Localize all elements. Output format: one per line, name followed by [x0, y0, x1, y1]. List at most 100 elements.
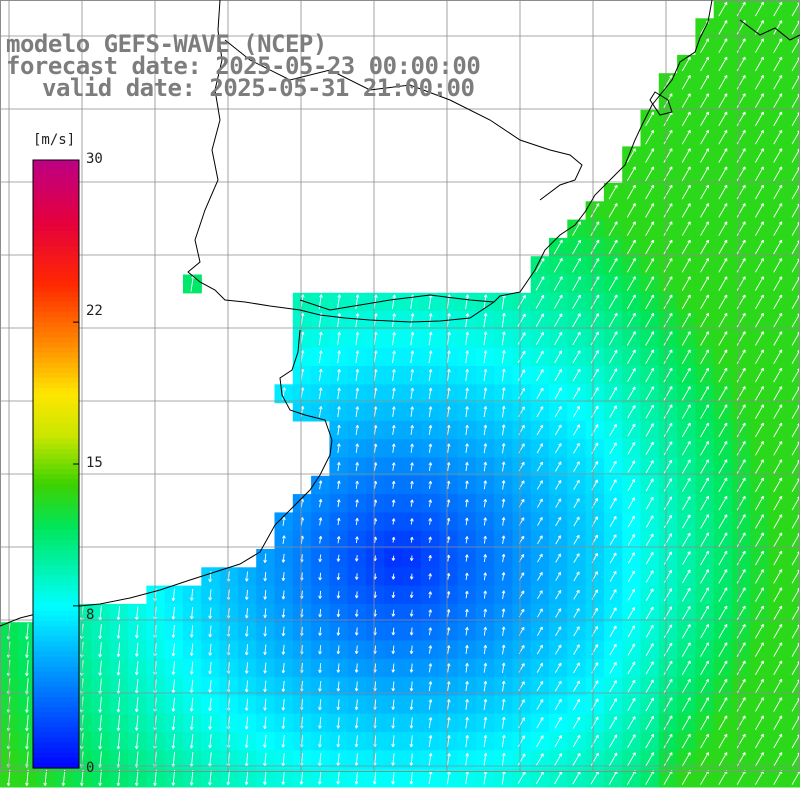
wind-cell: [640, 256, 660, 276]
wind-arrow: [537, 608, 543, 618]
wind-cell: [603, 219, 623, 239]
wind-cell: [750, 36, 770, 56]
wind-arrow-head: [448, 536, 451, 540]
wind-arrow: [681, 276, 691, 291]
wind-arrow: [736, 660, 746, 676]
wind-cell: [695, 677, 715, 696]
wind-cell: [713, 256, 733, 276]
wind-arrow-head: [354, 762, 357, 766]
wind-arrow-head: [116, 727, 119, 731]
wind-arrow: [645, 130, 654, 145]
wind-arrow: [773, 367, 783, 383]
wind-arrow: [483, 735, 487, 748]
wind-arrow: [264, 608, 267, 618]
wind-arrow: [590, 368, 599, 382]
wind-cell: [713, 109, 733, 129]
wind-arrow-head: [430, 699, 433, 703]
colorbar-band: [33, 347, 79, 354]
wind-arrow: [627, 570, 635, 583]
wind-arrow: [337, 517, 340, 526]
wind-arrow-head: [503, 331, 506, 335]
wind-arrow: [318, 350, 322, 364]
wind-arrow: [700, 697, 709, 712]
wind-cell: [768, 18, 788, 38]
wind-cell: [695, 512, 715, 532]
wind-arrow: [645, 643, 654, 657]
wind-arrow: [645, 349, 654, 365]
wind-arrow: [517, 313, 526, 327]
wind-arrow: [609, 625, 617, 637]
wind-arrow-head: [318, 688, 321, 692]
wind-arrow: [374, 699, 377, 710]
wind-arrow: [700, 331, 709, 346]
wind-arrow: [791, 697, 800, 712]
wind-arrow: [319, 536, 322, 544]
wind-arrow: [573, 662, 580, 674]
wind-arrow-head: [339, 313, 342, 317]
wind-arrow-head: [302, 313, 305, 317]
wind-arrow: [554, 680, 562, 692]
wind-arrow: [663, 588, 672, 602]
wind-arrow: [645, 697, 654, 712]
wind-cell: [713, 183, 733, 202]
wind-arrow-head: [412, 425, 414, 429]
wind-arrow: [700, 550, 709, 566]
wind-arrow-head: [503, 626, 506, 630]
wind-arrow: [428, 369, 432, 381]
colorbar-band: [33, 762, 79, 769]
wind-arrow: [773, 587, 783, 602]
wind-arrow: [374, 645, 377, 654]
wind-cell: [786, 109, 800, 129]
colorbar-band: [33, 732, 79, 739]
wind-arrow-head: [302, 387, 305, 391]
wind-cell: [732, 512, 751, 532]
wind-arrow: [573, 535, 580, 545]
wind-arrow: [736, 679, 746, 694]
wind-arrow: [172, 661, 175, 675]
wind-cell: [750, 183, 770, 202]
wind-arrow: [608, 221, 618, 236]
wind-cell: [677, 73, 696, 93]
colorbar-band: [33, 377, 79, 384]
wind-arrow: [681, 679, 691, 694]
wind-arrow-head: [171, 726, 174, 731]
colorbar-band: [33, 651, 79, 658]
wind-arrow: [264, 698, 267, 711]
wind-arrow-head: [503, 680, 506, 685]
wind-arrow: [791, 93, 800, 108]
wind-arrow: [681, 624, 691, 639]
wind-arrow-head: [320, 331, 323, 335]
wind-arrow: [791, 514, 800, 529]
wind-cell: [750, 237, 770, 257]
wind-cell: [713, 164, 733, 184]
wind-cell: [658, 146, 678, 166]
wind-arrow: [645, 184, 654, 200]
wind-arrow-head: [189, 745, 192, 749]
colorbar-band: [33, 418, 79, 425]
wind-arrow: [447, 573, 450, 580]
wind-cell: [732, 109, 751, 129]
wind-arrow: [755, 441, 764, 456]
wind-arrow: [428, 462, 432, 471]
wind-arrow: [718, 642, 728, 657]
wind-arrow: [465, 645, 468, 655]
wind-arrow-head: [134, 672, 137, 676]
wind-arrow: [502, 535, 505, 544]
wind-arrow-head: [302, 406, 305, 410]
wind-arrow: [627, 515, 635, 528]
wind-arrow: [718, 111, 728, 127]
wind-arrow: [172, 625, 175, 638]
wind-arrow: [718, 130, 728, 145]
wind-cell: [750, 768, 770, 788]
wind-arrow: [608, 276, 618, 291]
wind-cell: [768, 36, 788, 56]
colorbar-band: [33, 312, 79, 318]
wind-arrow-head: [485, 369, 488, 373]
wind-arrow: [663, 478, 672, 492]
wind-arrow-head: [430, 350, 433, 354]
wind-arrow: [682, 569, 691, 584]
wind-arrow: [555, 535, 561, 545]
wind-arrow-head: [208, 615, 211, 619]
wind-arrow: [590, 350, 599, 364]
wind-cell: [786, 475, 800, 495]
